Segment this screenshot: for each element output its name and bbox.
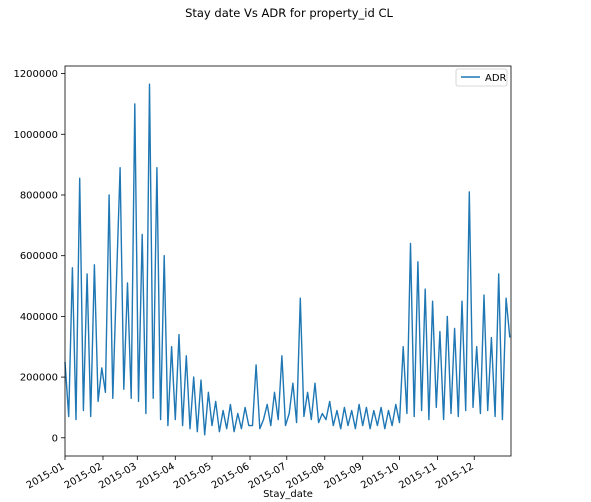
- x-tick-label: 2015-03: [97, 461, 139, 491]
- x-axis-label: Stay_date: [263, 489, 313, 500]
- legend: ADR: [455, 68, 508, 87]
- x-tick-label: 2015-11: [397, 461, 439, 491]
- x-tick-label: 2015-08: [285, 461, 327, 491]
- y-tick-label: 1200000: [13, 69, 58, 80]
- y-tick-label: 1000000: [13, 130, 58, 141]
- x-tick-label: 2015-04: [135, 461, 177, 491]
- x-tick-label: 2015-02: [63, 461, 105, 491]
- series-line-adr: [64, 83, 511, 436]
- legend-label: ADR: [485, 73, 507, 84]
- x-tick-label: 2015-07: [247, 461, 289, 491]
- y-axis: 0 200000 400000 600000 800000 1000000 1200000: [13, 69, 65, 444]
- y-tick-label: 600000: [20, 251, 58, 262]
- plot-frame: [64, 65, 512, 457]
- x-tick-label: 2015-12: [434, 461, 476, 491]
- y-tick-label: 0: [52, 433, 58, 444]
- x-tick-label: 2015-06: [210, 461, 252, 491]
- y-tick-label: 200000: [20, 373, 58, 384]
- series-layer: [64, 83, 511, 436]
- y-tick-label: 800000: [20, 190, 58, 201]
- x-tick-label: 2015-05: [172, 461, 214, 491]
- y-tick-label: 400000: [20, 312, 58, 323]
- legend-box: [455, 68, 508, 87]
- chart-title: Stay date Vs ADR for property_id CL: [185, 6, 393, 20]
- x-tick-label: 2015-01: [25, 461, 67, 491]
- x-axis: 2015-012015-022015-032015-042015-052015-…: [25, 456, 476, 491]
- x-tick-label: 2015-09: [323, 461, 365, 491]
- x-tick-label: 2015-10: [359, 461, 401, 491]
